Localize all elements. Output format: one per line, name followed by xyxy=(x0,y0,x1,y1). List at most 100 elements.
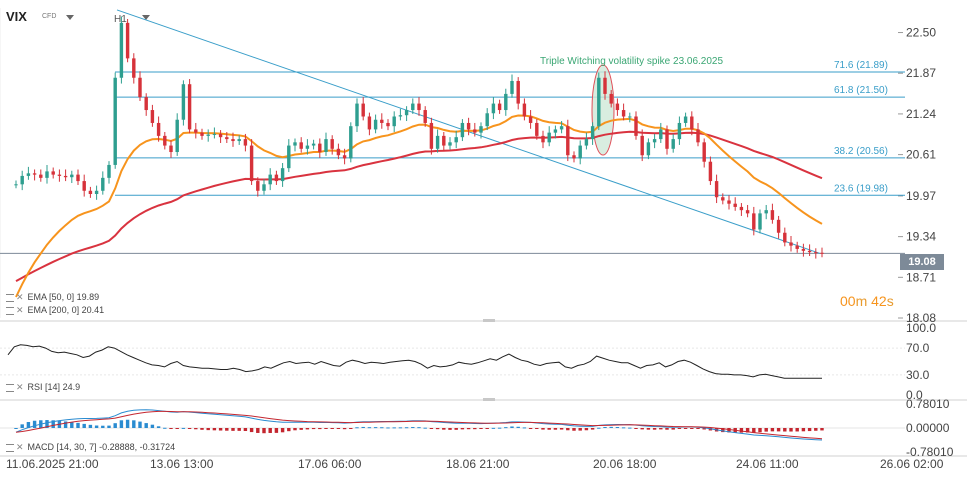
macd-histogram-bar xyxy=(466,428,471,430)
macd-histogram-bar xyxy=(101,425,105,428)
candle-body xyxy=(163,135,167,146)
macd-histogram-bar xyxy=(677,428,682,430)
macd-histogram-bar xyxy=(572,428,576,431)
candle-body xyxy=(708,161,713,182)
macd-tick-label: 0.00000 xyxy=(906,421,950,435)
candle-body xyxy=(491,103,496,114)
macd-histogram-bar xyxy=(411,427,415,429)
x-tick-label: 24.06 11:00 xyxy=(736,457,799,471)
macd-histogram-bar xyxy=(311,428,316,430)
candle-body xyxy=(640,135,644,156)
ema50-line xyxy=(15,114,823,298)
close-icon[interactable]: ✕ xyxy=(16,305,24,315)
macd-histogram-bar xyxy=(665,428,669,430)
macd-histogram-bar xyxy=(212,428,217,431)
candle-body xyxy=(714,181,719,198)
candle-body xyxy=(187,84,192,130)
candle-body xyxy=(473,129,477,133)
candle-body xyxy=(739,206,744,211)
macd-tick-label: 0.78010 xyxy=(906,397,950,411)
close-icon[interactable]: ✕ xyxy=(16,292,24,302)
candle-body xyxy=(169,145,173,153)
candle-body xyxy=(621,110,626,117)
candle-body xyxy=(584,139,589,146)
macd-histogram-bar xyxy=(417,427,421,429)
macd-histogram-bar xyxy=(342,428,347,430)
macd-histogram-bar xyxy=(690,428,694,429)
macd-signal-line xyxy=(15,410,823,440)
candle-body xyxy=(94,190,99,194)
candle-body xyxy=(144,97,148,111)
macd-histogram-bar xyxy=(814,428,818,431)
legend-rsi: ✕ RSI [14] 24.9 xyxy=(6,382,80,393)
candle-countdown: 00m 42s xyxy=(840,293,894,309)
candle-body xyxy=(683,116,688,123)
macd-histogram-bar xyxy=(32,420,37,428)
candle-body xyxy=(237,139,241,142)
candle-body xyxy=(566,126,570,156)
candle-body xyxy=(156,122,161,136)
drag-handle-icon[interactable] xyxy=(6,306,14,315)
timeframe-dropdown-icon[interactable] xyxy=(142,15,150,20)
legend-rsi-label: RSI [14] 24.9 xyxy=(27,382,81,392)
y-tick-label: 19.97 xyxy=(906,189,936,203)
candle-body xyxy=(758,213,762,230)
drag-handle-icon[interactable] xyxy=(6,383,14,392)
ema200-line xyxy=(15,130,823,282)
annotation-label: Triple Witching volatility spike 23.06.2… xyxy=(540,56,723,67)
candle-body xyxy=(466,122,471,130)
candle-body xyxy=(299,142,303,149)
candle-body xyxy=(634,116,638,136)
candle-body xyxy=(516,80,520,104)
y-tick-label: 21.24 xyxy=(906,107,936,121)
macd-histogram-bar xyxy=(330,428,334,429)
macd-histogram-bar xyxy=(392,427,396,429)
macd-histogram-bar xyxy=(63,421,68,428)
macd-histogram-bar xyxy=(671,428,675,430)
candle-body xyxy=(101,177,105,191)
panel-resize-handle xyxy=(483,398,495,401)
candle-body xyxy=(280,168,285,182)
candle-body xyxy=(14,184,18,186)
macd-histogram-bar xyxy=(621,427,626,429)
candle-body xyxy=(119,22,124,78)
close-icon[interactable]: ✕ xyxy=(16,382,24,392)
candle-body xyxy=(256,181,260,191)
close-icon[interactable]: ✕ xyxy=(16,442,24,452)
symbol-dropdown-icon[interactable] xyxy=(66,15,74,20)
macd-histogram-bar xyxy=(801,428,806,432)
drag-handle-icon[interactable] xyxy=(6,293,14,302)
macd-histogram-bar xyxy=(522,427,527,429)
x-tick-label: 17.06 06:00 xyxy=(298,457,362,471)
macd-histogram-bar xyxy=(386,427,390,429)
candle-body xyxy=(814,252,818,254)
symbol-type: CFD xyxy=(42,13,57,20)
candle-body xyxy=(318,143,322,153)
x-tick-label: 11.06.2025 21:00 xyxy=(6,457,99,471)
candle-body xyxy=(349,126,353,159)
candle-body xyxy=(70,174,74,178)
candle-body xyxy=(51,171,55,175)
candle-body xyxy=(801,248,806,251)
symbol-title[interactable]: VIX xyxy=(6,9,27,24)
macd-histogram-bar xyxy=(448,428,452,430)
candle-body xyxy=(448,142,452,146)
candle-body xyxy=(460,122,465,138)
macd-histogram-bar xyxy=(590,428,595,430)
candle-body xyxy=(113,77,117,165)
macd-histogram-bar xyxy=(683,428,688,429)
timeframe-selector[interactable]: H1 xyxy=(114,14,127,25)
fib-level-label: 23.6 (19.98) xyxy=(834,183,888,194)
candle-body xyxy=(485,113,489,127)
macd-histogram-bar xyxy=(789,428,793,432)
macd-histogram-bar xyxy=(76,422,80,428)
legend-ema200-label: EMA [200, 0] 20.41 xyxy=(27,305,105,315)
candle-body xyxy=(435,135,440,149)
candle-body xyxy=(181,84,186,120)
drag-handle-icon[interactable] xyxy=(6,443,14,452)
macd-histogram-bar xyxy=(535,428,539,429)
macd-histogram-bar xyxy=(45,420,49,428)
candle-body xyxy=(76,174,80,182)
macd-histogram-bar xyxy=(138,421,142,428)
